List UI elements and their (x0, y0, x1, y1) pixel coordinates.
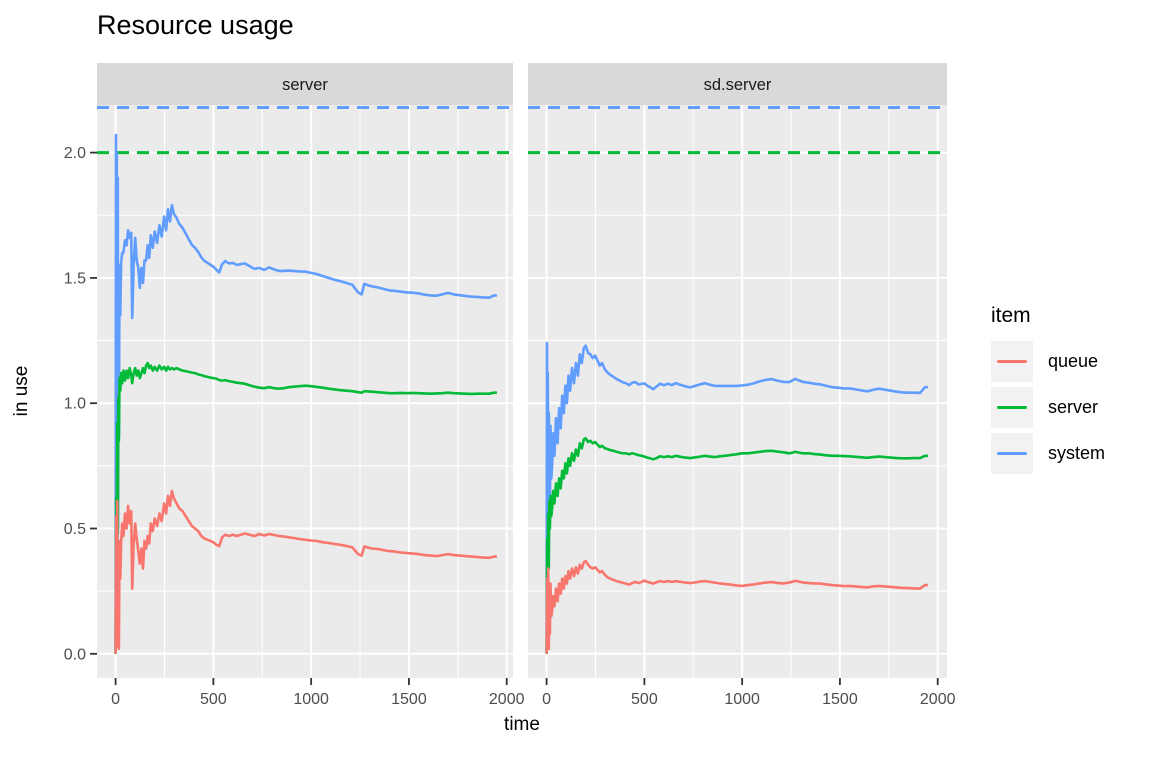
x-tick-label: 1000 (724, 691, 760, 708)
legend-label-server: server (1048, 397, 1099, 417)
x-tick-label: 0 (542, 691, 551, 708)
x-tick-label: 0 (111, 691, 120, 708)
x-tick-label: 500 (631, 691, 658, 708)
facet-server: server 0 500 1000 1500 2000 (97, 63, 525, 708)
x-tick-label: 1500 (391, 691, 427, 708)
facet-strip-label: sd.server (704, 76, 772, 94)
legend-item-queue: queue (991, 341, 1105, 382)
series-line-server (545, 436, 928, 654)
y-tick-label: 1.5 (64, 270, 86, 287)
facet-strip (528, 63, 947, 105)
legend-label-system: system (1048, 443, 1106, 463)
series-line-queue (545, 559, 928, 654)
y-tick-label: 0.5 (64, 521, 86, 538)
legend-key-server (991, 387, 1033, 428)
y-tick-label: 0.0 (64, 646, 86, 663)
series-line-system (114, 133, 497, 654)
plot-title: Resource usage (97, 10, 294, 40)
facet-strip (97, 63, 513, 105)
series-line-system (545, 341, 928, 654)
y-tick-label: 2.0 (64, 145, 86, 162)
system-line-swatch-icon (997, 452, 1027, 455)
x-tick-label: 2000 (920, 691, 956, 708)
x-tick-label: 2000 (489, 691, 525, 708)
legend-item-server: server (991, 387, 1105, 428)
legend-title: item (991, 304, 1031, 327)
x-axis-title: time (504, 714, 540, 735)
x-tick-label: 1000 (293, 691, 329, 708)
facet-strip-label: server (282, 76, 328, 94)
y-axis-title: in use (11, 365, 32, 417)
legend-item-system: system (991, 433, 1105, 474)
legend-key-system (991, 433, 1033, 474)
series-line-server (114, 361, 497, 654)
legend-key-queue (991, 341, 1033, 382)
series-line-queue (114, 489, 497, 654)
legend-label-queue: queue (1048, 351, 1099, 371)
x-tick-label: 500 (200, 691, 227, 708)
panel-background (528, 105, 947, 678)
server-line-swatch-icon (997, 406, 1027, 409)
x-tick-label: 1500 (822, 691, 858, 708)
y-tick-label: 1.0 (64, 396, 86, 413)
panel-background (97, 105, 513, 678)
legend: item queue server system (991, 304, 1105, 479)
facet-sd.server: sd.server 0 500 1000 1500 2000 (528, 63, 956, 708)
queue-line-swatch-icon (997, 360, 1027, 363)
